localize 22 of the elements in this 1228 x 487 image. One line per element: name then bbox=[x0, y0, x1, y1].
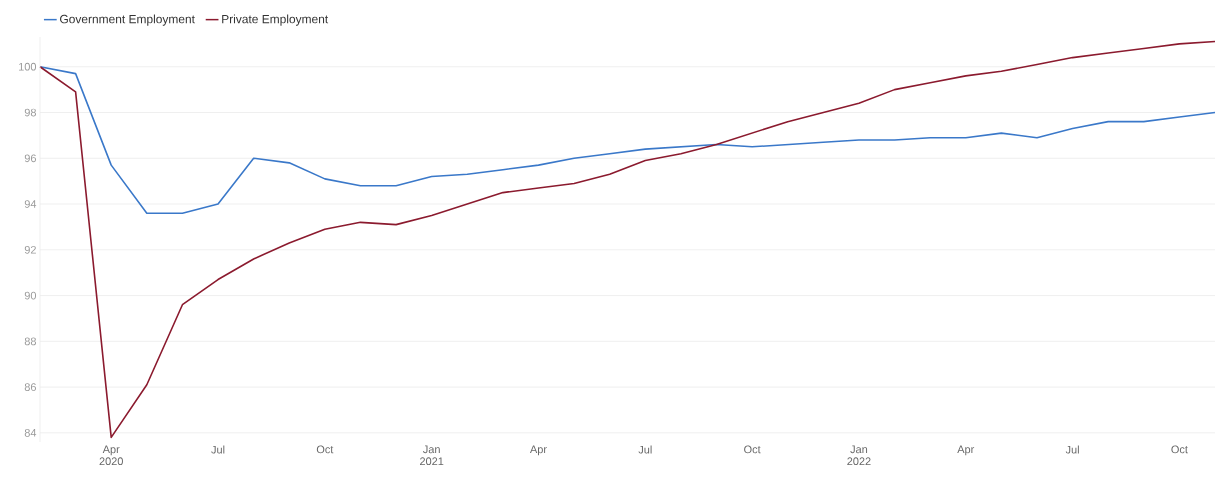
x-tick-label: Jul bbox=[1065, 445, 1079, 454]
x-tick-label: Jan 2022 bbox=[847, 445, 871, 466]
x-tick-label: Jul bbox=[211, 445, 225, 454]
y-tick-label: 86 bbox=[24, 383, 36, 391]
x-tick-label: Oct bbox=[744, 445, 761, 454]
x-tick-label: Oct bbox=[1171, 445, 1188, 454]
legend-label: Government Employment bbox=[60, 14, 195, 26]
y-tick-label: 94 bbox=[24, 200, 37, 208]
y-tick-label: 88 bbox=[24, 337, 36, 346]
y-tick-label: 90 bbox=[24, 291, 37, 300]
y-tick-label: 84 bbox=[24, 428, 37, 437]
y-tick-label: 96 bbox=[24, 154, 36, 163]
x-tick-label: Apr bbox=[957, 445, 975, 456]
x-tick-label: Jul bbox=[638, 445, 652, 454]
y-tick-label: 100 bbox=[19, 62, 37, 71]
y-tick-label: 98 bbox=[24, 108, 36, 117]
x-tick-label: Apr bbox=[529, 445, 547, 456]
y-tick-label: 92 bbox=[24, 245, 36, 254]
x-tick-label: Jan 2021 bbox=[420, 445, 444, 466]
legend-label: Private Employment bbox=[222, 14, 329, 26]
x-tick-label: Apr 2020 bbox=[99, 445, 123, 466]
x-tick-label: Oct bbox=[316, 445, 334, 454]
